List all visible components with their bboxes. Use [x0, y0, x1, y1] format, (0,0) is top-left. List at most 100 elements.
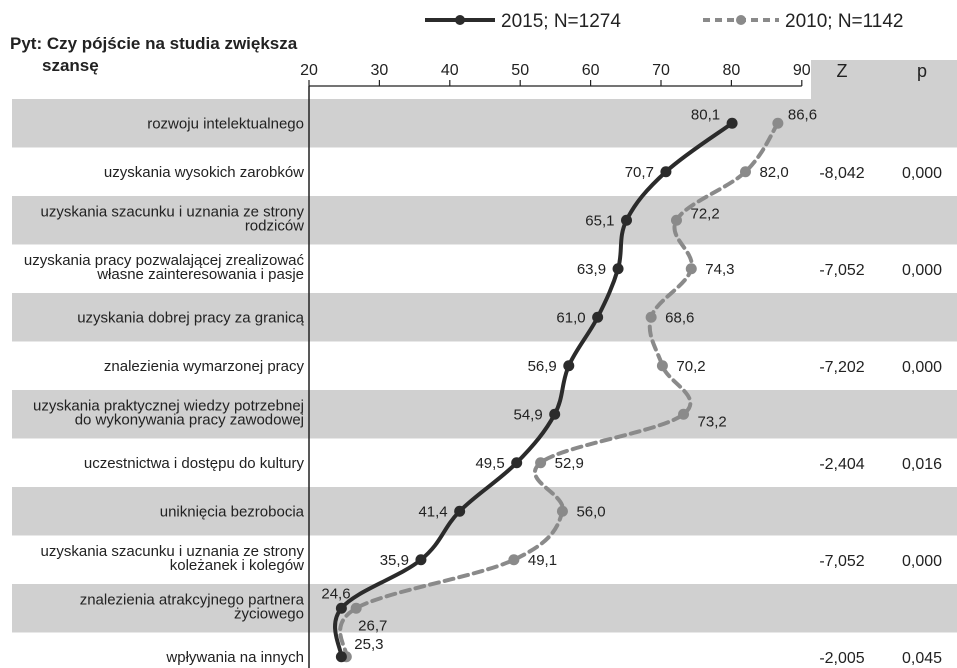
category-label: uzyskania wysokich zarobków — [104, 164, 304, 181]
value-label-2015: 54,9 — [513, 406, 542, 423]
category-label: uzyskania pracy pozwalającej zrealizować — [24, 252, 305, 269]
x-tick-label: 90 — [793, 62, 811, 79]
chart-title-line-1: Pyt: Czy pójście na studia zwiększa — [10, 34, 298, 53]
value-label-2015: 61,0 — [556, 309, 585, 326]
x-tick-label: 50 — [511, 62, 529, 79]
z-value: -2,404 — [819, 456, 864, 473]
point-2015 — [511, 457, 523, 469]
category-label: znalezienia wymarzonej pracy — [104, 358, 305, 375]
category-label: rozwoju intelektualnego — [147, 115, 304, 132]
point-2010 — [739, 166, 751, 178]
value-label-2010: 68,6 — [665, 309, 694, 326]
point-2010 — [685, 263, 697, 275]
category-label: wpływania na innych — [165, 649, 304, 666]
value-label-2015: 24,6 — [311, 666, 340, 668]
point-2010 — [645, 311, 657, 323]
value-label-2010: 52,9 — [555, 455, 584, 472]
category-label: uzyskania praktycznej wiedzy potrzebnej — [33, 397, 304, 414]
value-label-2010: 73,2 — [698, 413, 727, 430]
p-value: 0,000 — [902, 165, 942, 182]
x-tick-label: 70 — [652, 62, 670, 79]
point-2010 — [656, 360, 668, 372]
value-label-2015: 41,4 — [418, 503, 447, 520]
point-2015 — [335, 651, 347, 663]
chart-title-line-2: szansę — [42, 56, 99, 75]
value-label-2015: 80,1 — [691, 106, 720, 123]
point-2010 — [556, 505, 568, 517]
category-label: uzyskania szacunku i uznania ze strony — [41, 203, 305, 220]
category-label: uniknięcia bezrobocia — [160, 503, 305, 520]
p-value: 0,000 — [902, 359, 942, 376]
point-2015 — [612, 263, 624, 275]
category-label: uzyskania szacunku i uznania ze strony — [41, 543, 305, 560]
x-tick-label: 30 — [371, 62, 389, 79]
row-band — [12, 487, 957, 536]
x-tick-label: 80 — [723, 62, 741, 79]
value-label-2015: 49,5 — [475, 455, 504, 472]
legend-marker-2010 — [736, 15, 746, 25]
row-bands — [12, 60, 957, 633]
value-label-2010: 56,0 — [576, 503, 605, 520]
value-label-2015: 24,6 — [321, 585, 350, 602]
point-2015 — [454, 505, 466, 517]
point-2015 — [592, 311, 604, 323]
point-2015 — [415, 554, 427, 566]
x-tick-label: 20 — [300, 62, 318, 79]
point-2015 — [621, 214, 633, 226]
chart-header: Pyt: Czy pójście na studia zwiększa szan… — [10, 34, 927, 81]
point-2015 — [549, 408, 561, 420]
p-value: 0,000 — [902, 553, 942, 570]
point-2010 — [670, 214, 682, 226]
category-label: znalezienia atrakcyjnego partnera — [80, 591, 305, 608]
series-points — [335, 117, 784, 663]
legend-marker-2015 — [455, 15, 465, 25]
x-tick-label: 60 — [582, 62, 600, 79]
value-label-2010: 86,6 — [788, 106, 817, 123]
row-band — [12, 584, 957, 633]
category-label: własne zainteresowania i pasje — [96, 266, 304, 283]
category-label: do wykonywania pracy zawodowej — [75, 411, 304, 428]
point-2015 — [335, 602, 347, 614]
value-label-2010: 26,7 — [358, 617, 387, 634]
value-label-2010: 25,3 — [354, 636, 383, 653]
x-tick-label: 40 — [441, 62, 459, 79]
category-label: rodziców — [245, 217, 304, 234]
point-2010 — [508, 554, 520, 566]
value-label-2010: 72,2 — [690, 205, 719, 222]
stats-table: -8,042 0,000 -7,052 0,000 -7,202 0,000 -2,404 0… — [819, 165, 942, 667]
point-2010 — [535, 457, 547, 469]
row-band — [12, 293, 957, 342]
point-2010 — [678, 408, 690, 420]
value-label-2010: 49,1 — [528, 552, 557, 569]
point-2015 — [563, 360, 575, 372]
value-label-2010: 74,3 — [705, 261, 734, 278]
legend-label-2010: 2010; N=1142 — [785, 11, 904, 32]
z-column-header: Z — [837, 61, 848, 81]
z-value: -8,042 — [819, 165, 864, 182]
p-value: 0,045 — [902, 650, 942, 667]
value-label-2015: 56,9 — [528, 358, 557, 375]
legend-label-2015: 2015; N=1274 — [501, 11, 621, 32]
value-label-2010: 82,0 — [759, 164, 788, 181]
z-value: -7,202 — [819, 359, 864, 376]
category-label: życiowego — [234, 605, 304, 622]
legend: 2015; N=1274 2010; N=1142 — [425, 11, 904, 32]
value-label-2015: 70,7 — [625, 164, 654, 181]
stats-header-band — [811, 60, 957, 99]
series-line-2015 — [333, 121, 735, 659]
category-label: uczestnictwa i dostępu do kultury — [84, 455, 305, 472]
value-label-2010: 70,2 — [676, 358, 705, 375]
point-2010 — [350, 602, 362, 614]
point-2015 — [660, 166, 672, 178]
category-label: koleżanek i kolegów — [170, 557, 304, 574]
row-band — [12, 99, 957, 148]
row-band — [12, 196, 957, 245]
row-band — [12, 390, 957, 439]
z-value: -2,005 — [819, 650, 864, 667]
value-labels: 80,1 70,7 65,1 63,9 61,0 56,9 54,9 49,5 41,4 35,9… — [311, 106, 817, 668]
z-value: -7,052 — [819, 553, 864, 570]
value-label-2015: 35,9 — [380, 552, 409, 569]
value-label-2015: 65,1 — [585, 212, 614, 229]
z-value: -7,052 — [819, 262, 864, 279]
category-label: uzyskania dobrej pracy za granicą — [77, 309, 304, 326]
